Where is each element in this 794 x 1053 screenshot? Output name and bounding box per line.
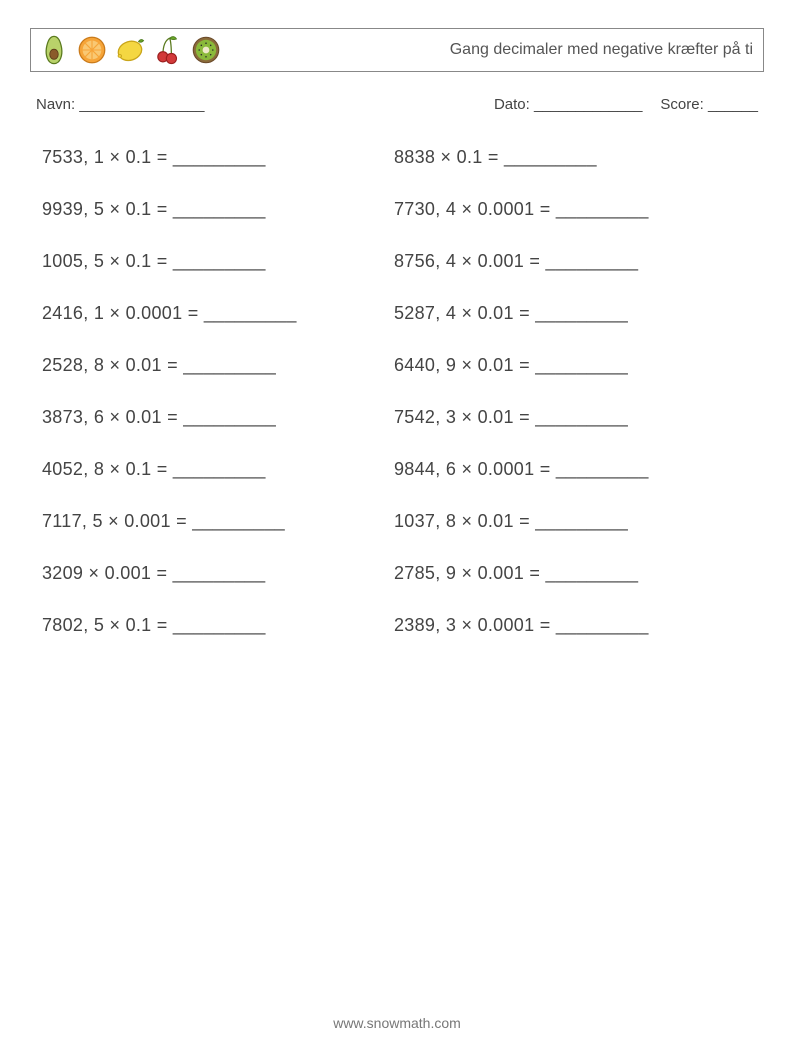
footer-url: www.snowmath.com — [0, 1015, 794, 1031]
problem-row: 2528, 8 × 0.01 = _________6440, 9 × 0.01… — [42, 355, 752, 376]
problem-row: 7117, 5 × 0.001 = _________1037, 8 × 0.0… — [42, 511, 752, 532]
problem-row: 1005, 5 × 0.1 = _________8756, 4 × 0.001… — [42, 251, 752, 272]
problem-right: 8756, 4 × 0.001 = _________ — [394, 251, 752, 272]
problem-right: 7542, 3 × 0.01 = _________ — [394, 407, 752, 428]
problem-row: 3873, 6 × 0.01 = _________7542, 3 × 0.01… — [42, 407, 752, 428]
problems-grid: 7533, 1 × 0.1 = _________8838 × 0.1 = __… — [30, 147, 764, 636]
problem-right: 6440, 9 × 0.01 = _________ — [394, 355, 752, 376]
problem-left: 1005, 5 × 0.1 = _________ — [42, 251, 394, 272]
problem-left: 7802, 5 × 0.1 = _________ — [42, 615, 394, 636]
cherries-icon — [151, 33, 185, 67]
problem-row: 9939, 5 × 0.1 = _________7730, 4 × 0.000… — [42, 199, 752, 220]
problem-right: 7730, 4 × 0.0001 = _________ — [394, 199, 752, 220]
problem-left: 3873, 6 × 0.01 = _________ — [42, 407, 394, 428]
meta-row: Navn: _______________ Dato: ____________… — [30, 96, 764, 113]
kiwi-icon — [189, 33, 223, 67]
problem-left: 9939, 5 × 0.1 = _________ — [42, 199, 394, 220]
score-field: Score: ______ — [660, 96, 758, 113]
problem-row: 2416, 1 × 0.0001 = _________5287, 4 × 0.… — [42, 303, 752, 324]
fruit-icon-row — [37, 33, 223, 67]
orange-slice-icon — [75, 33, 109, 67]
problem-left: 3209 × 0.001 = _________ — [42, 563, 394, 584]
problem-right: 5287, 4 × 0.01 = _________ — [394, 303, 752, 324]
problem-right: 9844, 6 × 0.0001 = _________ — [394, 459, 752, 480]
lemon-icon — [113, 33, 147, 67]
problem-right: 2389, 3 × 0.0001 = _________ — [394, 615, 752, 636]
worksheet-title: Gang decimaler med negative kræfter på t… — [450, 41, 753, 59]
problem-right: 8838 × 0.1 = _________ — [394, 147, 752, 168]
problem-row: 4052, 8 × 0.1 = _________9844, 6 × 0.000… — [42, 459, 752, 480]
date-field: Dato: _____________ — [494, 96, 642, 113]
problem-left: 7117, 5 × 0.001 = _________ — [42, 511, 394, 532]
worksheet-header: Gang decimaler med negative kræfter på t… — [30, 28, 764, 72]
problem-left: 4052, 8 × 0.1 = _________ — [42, 459, 394, 480]
problem-row: 3209 × 0.001 = _________2785, 9 × 0.001 … — [42, 563, 752, 584]
avocado-icon — [37, 33, 71, 67]
problem-left: 2416, 1 × 0.0001 = _________ — [42, 303, 394, 324]
problem-row: 7802, 5 × 0.1 = _________2389, 3 × 0.000… — [42, 615, 752, 636]
problem-left: 7533, 1 × 0.1 = _________ — [42, 147, 394, 168]
problem-right: 2785, 9 × 0.001 = _________ — [394, 563, 752, 584]
name-field: Navn: _______________ — [36, 96, 205, 113]
problem-right: 1037, 8 × 0.01 = _________ — [394, 511, 752, 532]
problem-left: 2528, 8 × 0.01 = _________ — [42, 355, 394, 376]
problem-row: 7533, 1 × 0.1 = _________8838 × 0.1 = __… — [42, 147, 752, 168]
